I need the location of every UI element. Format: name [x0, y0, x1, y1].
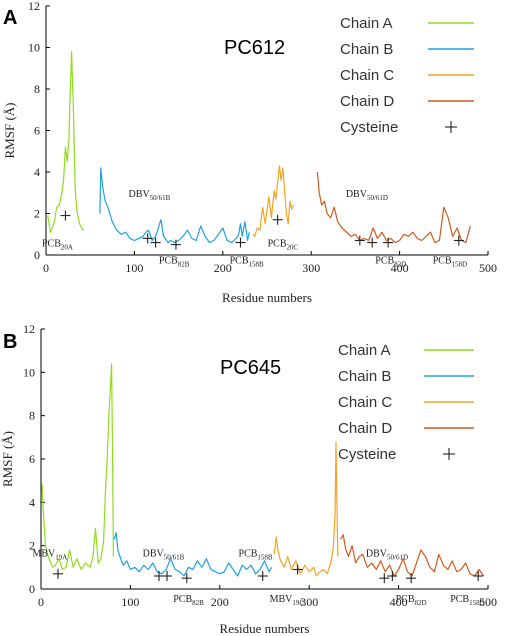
- chart-title: PC645: [220, 357, 281, 379]
- x-tick-label: 100: [121, 595, 139, 609]
- x-tick-label: 0: [38, 595, 44, 609]
- panel-letter: A: [3, 7, 17, 29]
- y-tick-label: 8: [34, 82, 40, 96]
- legend-label: Chain B: [340, 41, 393, 58]
- y-tick-label: 6: [34, 124, 40, 138]
- x-axis-title: Residue numbers: [220, 621, 310, 636]
- cysteine-marker: [406, 573, 417, 584]
- residue-annotation: PCB158D: [433, 255, 467, 268]
- y-tick-label: 2: [29, 539, 35, 553]
- y-tick-label: 4: [34, 165, 40, 179]
- residue-annotation: PCB20C: [268, 239, 299, 252]
- legend-label: Chain D: [340, 93, 394, 110]
- series-line-chain-b: [113, 532, 273, 577]
- residue-annotation: MBV19C: [270, 594, 305, 607]
- residue-annotation: DBV50/61B: [129, 189, 171, 202]
- cysteine-marker: [52, 568, 63, 579]
- x-tick-label: 0: [43, 261, 49, 275]
- residue-annotation: PCB82D: [375, 255, 406, 268]
- x-tick-label: 200: [214, 261, 232, 275]
- chart-panel-A: A PC612 0 2 4 6 8 10 12 0 100 200 300 400 500 Residue n…: [2, 0, 497, 305]
- series-line-chain-c: [273, 441, 339, 577]
- y-tick-label: 12: [23, 322, 35, 336]
- legend-label: Chain D: [338, 420, 392, 437]
- residue-annotation: PCB158B: [230, 255, 264, 268]
- y-tick-label: 8: [29, 409, 35, 423]
- series-line-chain-c: [252, 165, 295, 237]
- x-axis-title: Residue numbers: [222, 290, 312, 305]
- series-line-chain-b: [99, 167, 250, 244]
- panel-letter: B: [3, 331, 17, 353]
- y-tick-label: 10: [28, 41, 40, 55]
- legend-label: Chain B: [338, 368, 391, 385]
- legend: Chain A Chain B Chain C Chain D Cysteine: [338, 342, 474, 463]
- x-tick-label: 400: [391, 261, 409, 275]
- y-axis-title: RMSF (Å): [2, 103, 17, 159]
- legend-label: Chain A: [340, 15, 393, 32]
- cysteine-marker: [181, 573, 192, 584]
- residue-annotation: DBV50/61D: [346, 189, 388, 202]
- residue-annotation: PCB158B: [239, 549, 273, 562]
- cysteine-marker: [292, 564, 303, 575]
- residue-annotation: PCB82D: [396, 594, 427, 607]
- legend-label: Chain C: [340, 67, 394, 84]
- cysteine-marker: [235, 237, 246, 248]
- chart-panel-B: B PC645 0 2 4 6 8 10 12 0 100 200 300 400 500 Residue n…: [0, 322, 497, 636]
- cysteine-marker: [257, 571, 268, 581]
- residue-annotation: PCB20A: [42, 239, 73, 252]
- x-tick-label: 100: [125, 261, 143, 275]
- y-axis-title: RMSF (Å): [0, 431, 15, 487]
- residue-annotation: PCB82B: [173, 594, 204, 607]
- y-tick-label: 6: [29, 452, 35, 466]
- cysteine-marker: [379, 573, 390, 584]
- cysteine-marker: [170, 239, 181, 250]
- cysteine-marker: [453, 235, 464, 246]
- residue-annotation: PCB158D: [450, 594, 484, 607]
- x-tick-label: 500: [479, 261, 497, 275]
- series-line-chain-a: [47, 51, 85, 233]
- y-tick-label: 12: [28, 0, 40, 13]
- series-line-chain-a: [41, 363, 114, 571]
- legend-label: Chain A: [338, 342, 391, 359]
- x-tick-label: 500: [479, 595, 497, 609]
- legend-label: Cysteine: [340, 119, 398, 136]
- series-line-chain-d: [339, 534, 484, 577]
- legend: Chain A Chain B Chain C Chain D Cysteine: [340, 15, 474, 136]
- legend-label: Cysteine: [338, 446, 396, 463]
- cysteine-marker: [383, 237, 394, 248]
- x-tick-label: 400: [390, 595, 408, 609]
- x-tick-label: 200: [211, 595, 229, 609]
- cysteine-marker: [387, 571, 398, 581]
- cysteine-marker: [60, 210, 71, 221]
- residue-annotation: MBV19A: [33, 549, 68, 562]
- chart-title: PC612: [224, 37, 285, 59]
- cysteine-marker: [162, 571, 173, 581]
- x-tick-label: 300: [302, 261, 320, 275]
- y-tick-label: 0: [29, 582, 35, 596]
- cysteine-marker: [473, 571, 484, 581]
- x-tick-label: 300: [300, 595, 318, 609]
- y-tick-label: 10: [23, 365, 35, 379]
- cysteine-marker: [367, 237, 378, 248]
- residue-annotation: DBV50/61D: [366, 549, 408, 562]
- y-tick-label: 2: [34, 207, 40, 221]
- legend-cysteine-marker: [445, 121, 457, 133]
- y-tick-label: 4: [29, 495, 35, 509]
- legend-label: Chain C: [338, 394, 392, 411]
- legend-cysteine-marker: [443, 448, 455, 460]
- y-tick-label: 0: [34, 248, 40, 262]
- cysteine-marker: [150, 237, 161, 248]
- residue-annotation: DBV50/61B: [143, 549, 185, 562]
- cysteine-marker: [272, 214, 283, 225]
- residue-annotation: PCB82B: [159, 255, 190, 268]
- series-line-chain-d: [316, 171, 471, 244]
- cysteine-marker: [142, 233, 153, 244]
- cysteine-marker: [354, 235, 365, 246]
